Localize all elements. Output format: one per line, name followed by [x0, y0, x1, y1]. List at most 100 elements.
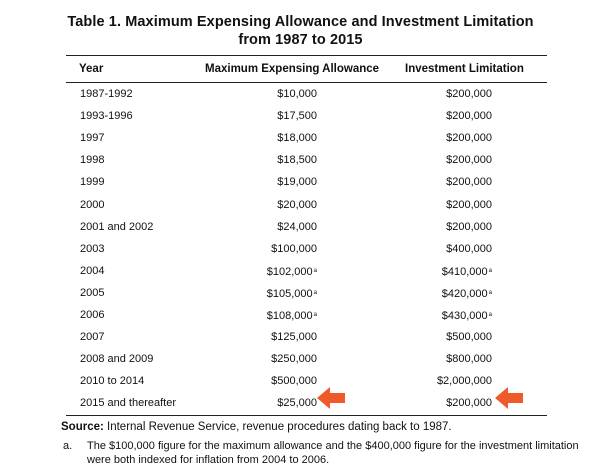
allowance-cell: $250,000	[271, 348, 317, 370]
allowance-cell: $19,000	[277, 171, 317, 193]
year-cell: 1993-1996	[80, 110, 133, 123]
year-cell: 1997	[80, 132, 105, 145]
limitation-cell: $200,000	[446, 171, 492, 193]
table-row: 2010 to 2014 $500,000 $2,000,000	[0, 370, 601, 392]
allowance-cell: $100,000	[271, 238, 317, 260]
limitation-cell: $400,000	[446, 238, 492, 260]
allowance-value: $17,500	[277, 110, 317, 123]
table-row: 1999 $19,000 $200,000	[0, 171, 601, 193]
year-cell: 2015 and thereafter	[80, 397, 177, 410]
limitation-cell: $200,000	[446, 149, 492, 171]
limitation-cell: $200,000	[446, 105, 492, 127]
year-cell: 1999	[80, 176, 105, 189]
limitation-value: $200,000	[446, 154, 492, 167]
year-cell: 2001 and 2002	[80, 220, 154, 233]
table-top-rule	[66, 55, 547, 56]
year-cell: 1987-1992	[80, 88, 133, 100]
table-row: 2015 and thereafter $25,000 $200,000	[0, 392, 601, 414]
limitation-value: $200,000	[446, 88, 492, 100]
table-bottom-rule	[66, 415, 547, 416]
limitation-cell: $200,000	[446, 194, 492, 216]
limitation-cell: $800,000	[446, 348, 492, 370]
allowance-cell: $108,000a	[267, 304, 317, 327]
allowance-value: $105,000	[266, 287, 313, 300]
allowance-cell: $18,000	[277, 127, 317, 149]
allowance-value: $100,000	[271, 242, 317, 255]
year-cell: 2004	[80, 264, 105, 277]
allowance-cell: $102,000a	[267, 260, 317, 283]
year-cell: 1998	[80, 154, 105, 167]
table-row: 2004 $102,000a $410,000a	[0, 260, 601, 282]
table-row: 1998 $18,500 $200,000	[0, 149, 601, 171]
limitation-cell: $200,000	[446, 392, 492, 414]
allowance-cell: $125,000	[271, 326, 317, 348]
limitation-value: $2,000,000	[436, 375, 492, 388]
allowance-value: $18,000	[277, 132, 317, 145]
table-row: 1987-1992 $10,000 $200,000	[0, 83, 601, 105]
footnote-text: The $100,000 figure for the maximum allo…	[87, 440, 579, 466]
header-investment-limitation: Investment Limitation	[405, 63, 524, 75]
allowance-value: $125,000	[271, 331, 317, 344]
footnote-ref: a	[313, 289, 317, 296]
year-cell: 2006	[80, 309, 105, 321]
allowance-value: $24,000	[277, 220, 317, 233]
limitation-value: $410,000	[441, 265, 488, 278]
limitation-value: $200,000	[446, 220, 492, 233]
limitation-cell: $420,000a	[442, 282, 492, 305]
limitation-cell: $200,000	[446, 127, 492, 149]
allowance-cell: $500,000	[271, 370, 317, 392]
allowance-cell: $18,500	[277, 149, 317, 171]
limitation-value: $200,000	[446, 176, 492, 189]
limitation-value: $200,000	[446, 198, 492, 211]
limitation-cell: $430,000a	[442, 304, 492, 327]
year-cell: 2000	[80, 198, 105, 211]
allowance-cell: $10,000	[277, 83, 317, 105]
source-text: Internal Revenue Service, revenue proced…	[103, 421, 452, 433]
year-cell: 2003	[80, 242, 105, 255]
left-pointing-arrow-icon	[317, 387, 345, 409]
header-year: Year	[79, 63, 104, 75]
allowance-cell: $24,000	[277, 216, 317, 238]
table-title-line2: from 1987 to 2015	[238, 32, 363, 48]
footnote-mark: a.	[63, 440, 73, 452]
year-cell: 2010 to 2014	[80, 375, 145, 388]
allowance-value: $25,000	[277, 397, 317, 410]
allowance-value: $10,000	[277, 88, 317, 100]
limitation-value: $500,000	[446, 331, 492, 344]
footnote-ref: a	[488, 312, 492, 318]
limitation-value: $400,000	[446, 242, 492, 255]
allowance-cell: $17,500	[277, 105, 317, 127]
limitation-value: $430,000	[441, 310, 488, 322]
limitation-cell: $2,000,000	[437, 370, 492, 392]
table-row: 1993-1996 $17,500 $200,000	[0, 105, 601, 127]
table-row: 1997 $18,000 $200,000	[0, 127, 601, 149]
limitation-value: $200,000	[446, 110, 492, 123]
allowance-value: $500,000	[271, 375, 317, 388]
table-row: 2005 $105,000a $420,000a	[0, 282, 601, 304]
allowance-cell: $25,000	[277, 392, 317, 414]
source-label: Source:	[61, 421, 104, 433]
limitation-cell: $200,000	[446, 83, 492, 105]
allowance-value: $19,000	[277, 176, 317, 189]
limitation-value: $200,000	[446, 397, 492, 410]
table-title-line1: Table 1. Maximum Expensing Allowance and…	[67, 14, 534, 30]
table-row: 2006 $108,000a $430,000a	[0, 304, 601, 326]
left-pointing-arrow-icon	[495, 387, 523, 409]
allowance-value: $20,000	[277, 198, 317, 211]
allowance-cell: $20,000	[277, 194, 317, 216]
allowance-value: $102,000	[266, 265, 313, 278]
source-note: Source: Internal Revenue Service, revenu…	[61, 420, 452, 435]
allowance-value: $108,000	[266, 310, 313, 322]
allowance-value: $18,500	[277, 154, 317, 167]
table-row: 2008 and 2009 $250,000 $800,000	[0, 348, 601, 370]
table-row: 2001 and 2002 $24,000 $200,000	[0, 216, 601, 238]
limitation-cell: $200,000	[446, 216, 492, 238]
year-cell: 2005	[80, 286, 105, 299]
table-header-rule	[66, 82, 547, 83]
year-cell: 2007	[80, 331, 105, 344]
limitation-cell: $500,000	[446, 326, 492, 348]
allowance-value: $250,000	[271, 353, 317, 366]
limitation-value: $200,000	[446, 132, 492, 145]
footnote-ref: a	[488, 289, 492, 296]
footnote-ref: a	[488, 267, 492, 274]
